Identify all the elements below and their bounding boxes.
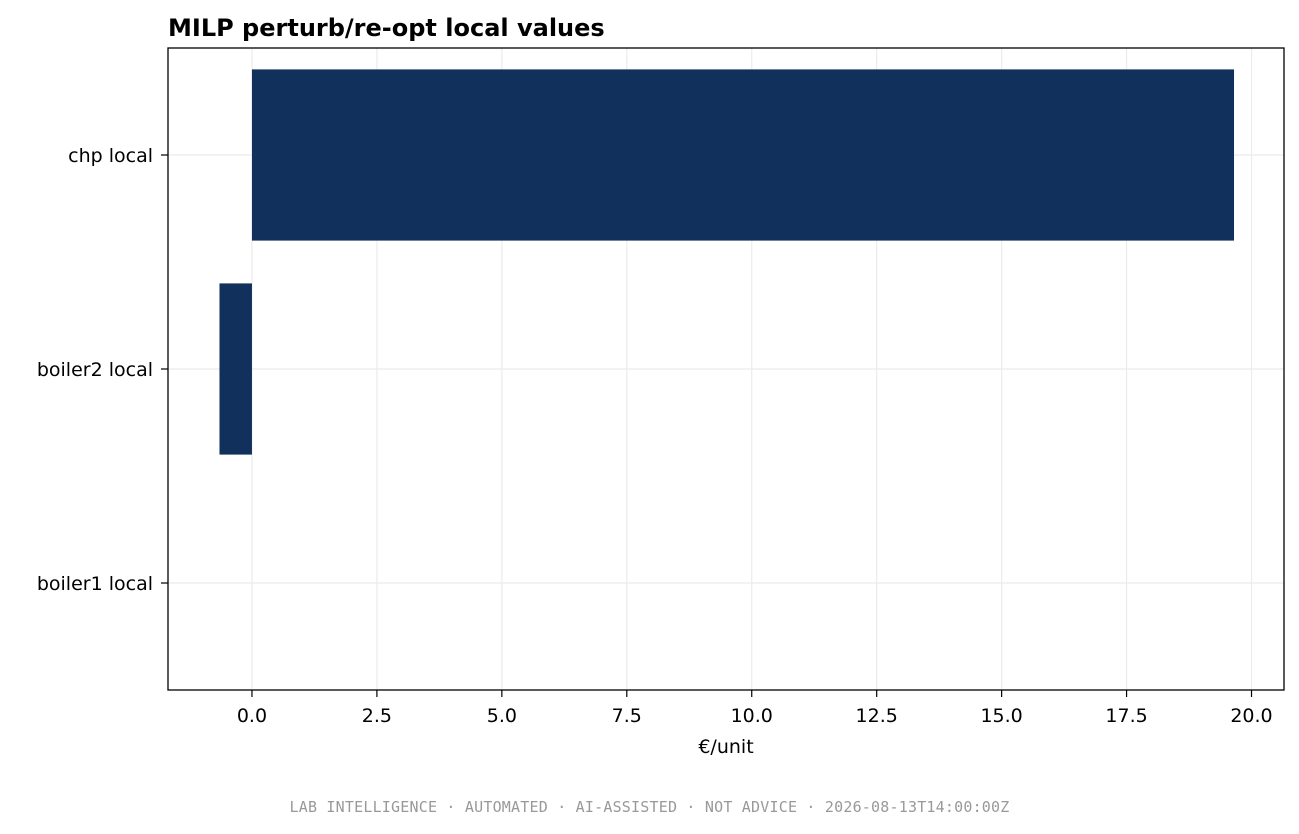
y-tick-label: boiler2 local xyxy=(37,359,153,381)
bar-boiler2-local xyxy=(219,283,252,455)
x-tick-label: 2.5 xyxy=(362,705,392,727)
axis-ticks: 0.0 2.5 5.0 7.5 10.0 12.5 15.0 17.5 20.0 boiler1 … xyxy=(37,145,1273,727)
x-tick-label: 10.0 xyxy=(731,705,773,727)
bar-chp-local xyxy=(251,69,1235,241)
chart-title: MILP perturb/re-opt local values xyxy=(168,14,605,42)
x-tick-label: 0.0 xyxy=(237,705,267,727)
footer-disclaimer: LAB INTELLIGENCE · AUTOMATED · AI-ASSIST… xyxy=(289,798,1010,816)
x-tick-label: 5.0 xyxy=(487,705,517,727)
x-tick-label: 12.5 xyxy=(856,705,898,727)
x-tick-label: 17.5 xyxy=(1105,705,1147,727)
chart: MILP perturb/re-opt local values 0.0 2.5 5… xyxy=(37,14,1285,758)
y-tick-label: boiler1 local xyxy=(37,573,153,595)
y-tick-label: chp local xyxy=(68,145,153,167)
bars xyxy=(219,69,1235,455)
x-axis-label: €/unit xyxy=(698,736,753,758)
x-tick-label: 20.0 xyxy=(1230,705,1272,727)
x-tick-label: 15.0 xyxy=(980,705,1022,727)
x-tick-label: 7.5 xyxy=(612,705,642,727)
